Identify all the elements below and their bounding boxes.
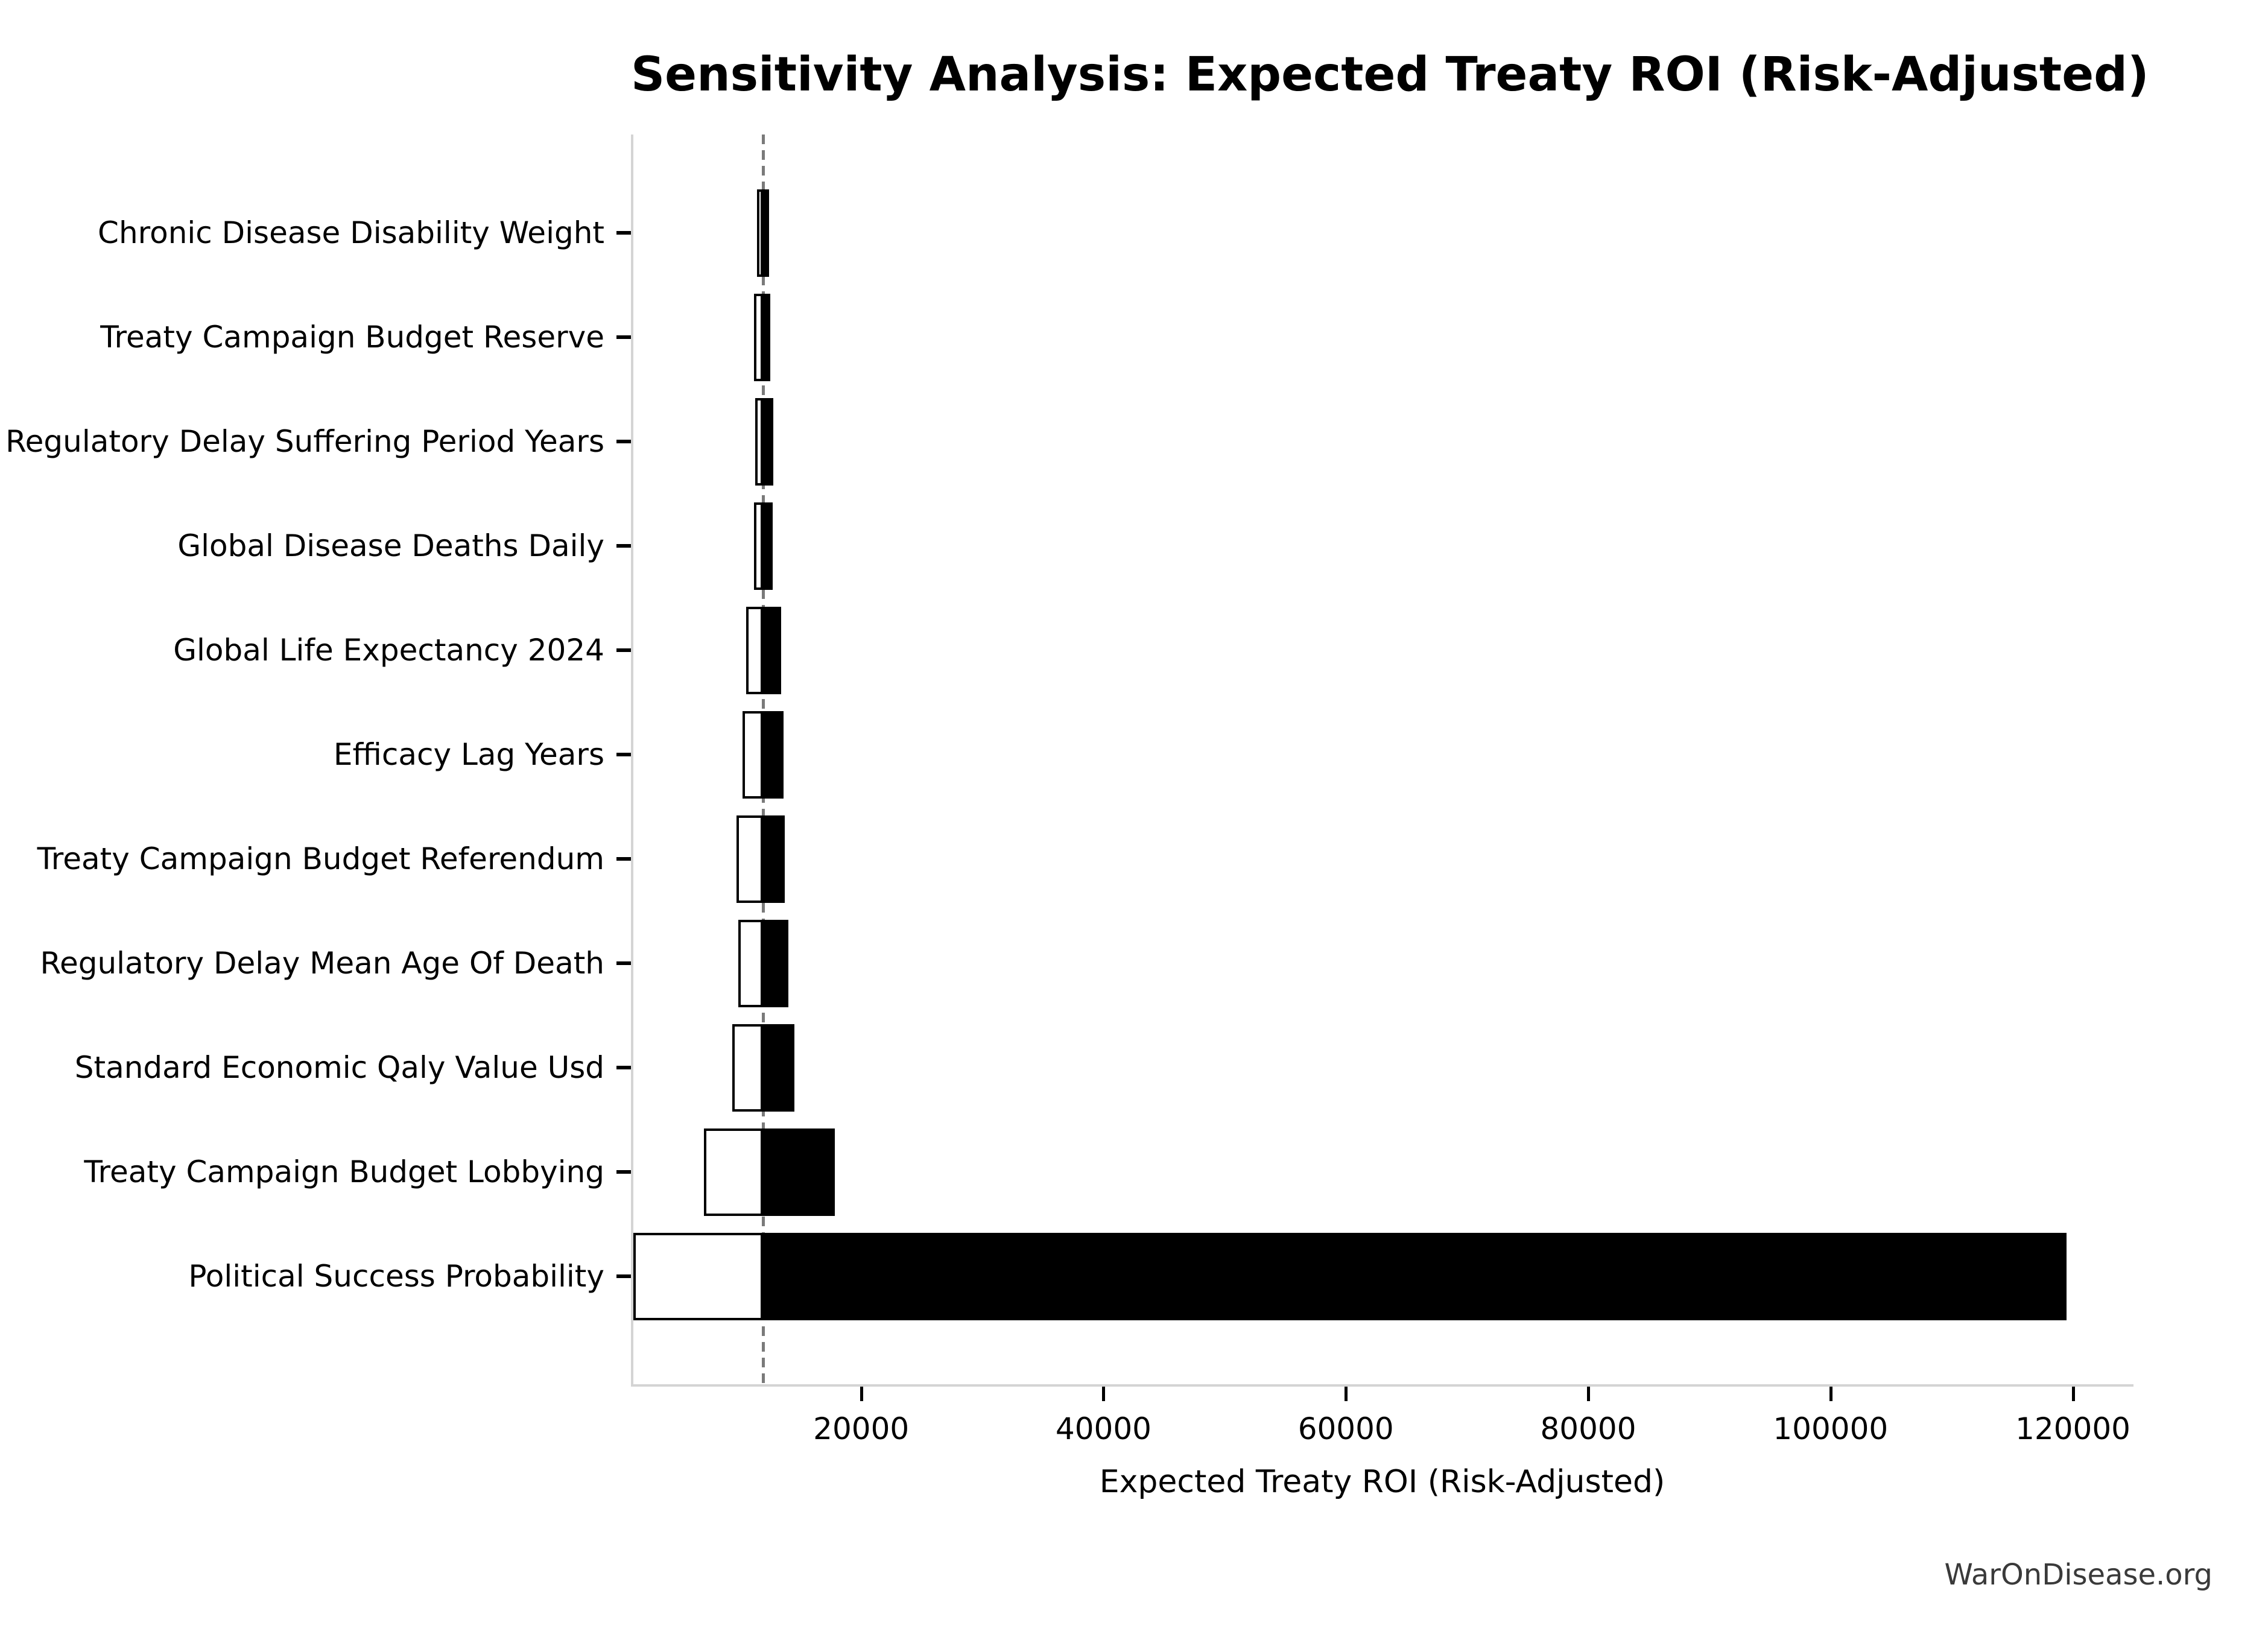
x-tick-mark bbox=[1829, 1387, 1832, 1401]
x-axis-label: Expected Treaty ROI (Risk-Adjusted) bbox=[1099, 1464, 1665, 1500]
x-tick-mark bbox=[860, 1387, 863, 1401]
low-bar bbox=[755, 397, 763, 486]
y-axis-category-label: Global Disease Deaths Daily bbox=[177, 528, 604, 563]
y-tick-mark bbox=[616, 1066, 631, 1069]
y-tick-mark bbox=[616, 961, 631, 965]
x-tick-label: 100000 bbox=[1773, 1411, 1889, 1446]
low-bar bbox=[633, 1232, 763, 1320]
x-tick-mark bbox=[1587, 1387, 1590, 1401]
high-bar bbox=[762, 397, 773, 486]
y-tick-mark bbox=[616, 1274, 631, 1278]
y-tick-mark bbox=[616, 231, 631, 235]
y-tick-mark bbox=[616, 753, 631, 756]
x-tick-mark bbox=[1345, 1387, 1348, 1401]
y-axis-category-label: Regulatory Delay Mean Age Of Death bbox=[40, 946, 605, 981]
high-bar bbox=[762, 1232, 2067, 1320]
x-tick-label: 80000 bbox=[1540, 1411, 1636, 1446]
low-bar bbox=[753, 293, 763, 381]
high-bar bbox=[762, 919, 789, 1007]
x-tick-label: 60000 bbox=[1297, 1411, 1394, 1446]
y-tick-mark bbox=[616, 335, 631, 339]
y-axis-category-label: Political Success Probability bbox=[188, 1259, 604, 1294]
x-tick-mark bbox=[2071, 1387, 2075, 1401]
y-tick-mark bbox=[616, 544, 631, 548]
x-tick-label: 20000 bbox=[813, 1411, 910, 1446]
high-bar bbox=[762, 502, 773, 590]
low-bar bbox=[738, 919, 763, 1007]
low-bar bbox=[742, 711, 763, 799]
high-bar bbox=[762, 815, 785, 903]
low-bar bbox=[732, 1024, 763, 1112]
y-axis-category-label: Regulatory Delay Suffering Period Years bbox=[5, 424, 604, 459]
plot-area bbox=[631, 135, 2133, 1387]
chart-title: Sensitivity Analysis: Expected Treaty RO… bbox=[631, 48, 2149, 102]
high-bar bbox=[762, 293, 770, 381]
y-axis-category-label: Efficacy Lag Years bbox=[333, 737, 604, 772]
low-bar bbox=[703, 1128, 763, 1216]
y-axis-category-label: Treaty Campaign Budget Lobbying bbox=[84, 1154, 604, 1189]
x-tick-label: 40000 bbox=[1055, 1411, 1151, 1446]
high-bar bbox=[762, 711, 784, 799]
y-axis-category-label: Treaty Campaign Budget Reserve bbox=[100, 320, 604, 355]
y-tick-mark bbox=[616, 857, 631, 861]
watermark-text: WarOnDisease.org bbox=[1944, 1558, 2213, 1592]
high-bar bbox=[762, 606, 782, 694]
low-bar bbox=[756, 189, 763, 277]
y-axis-category-label: Treaty Campaign Budget Referendum bbox=[37, 841, 604, 876]
y-axis-category-label: Chronic Disease Disability Weight bbox=[98, 215, 604, 250]
high-bar bbox=[762, 1128, 835, 1216]
x-tick-label: 120000 bbox=[2015, 1411, 2130, 1446]
y-axis-category-label: Standard Economic Qaly Value Usd bbox=[74, 1050, 604, 1085]
y-axis-category-label: Global Life Expectancy 2024 bbox=[173, 633, 604, 668]
low-bar bbox=[753, 502, 763, 590]
y-tick-mark bbox=[616, 1170, 631, 1174]
low-bar bbox=[746, 606, 763, 694]
high-bar bbox=[762, 1024, 795, 1112]
y-tick-mark bbox=[616, 648, 631, 652]
x-tick-mark bbox=[1102, 1387, 1106, 1401]
y-tick-mark bbox=[616, 440, 631, 443]
high-bar bbox=[762, 189, 769, 277]
low-bar bbox=[736, 815, 763, 903]
